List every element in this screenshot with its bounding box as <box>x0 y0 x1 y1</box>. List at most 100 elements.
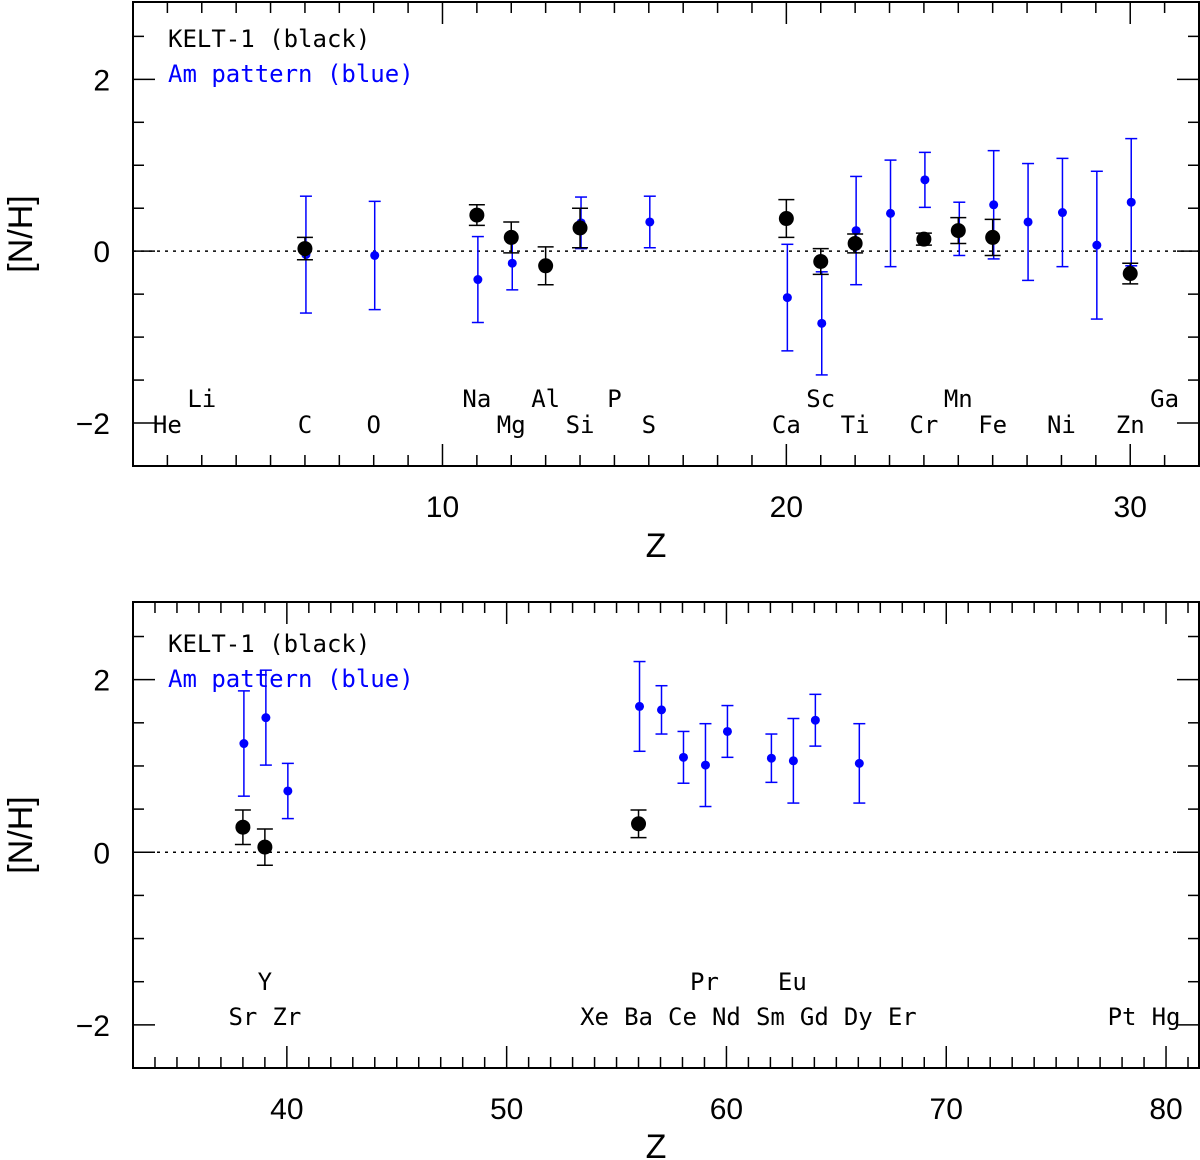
top-panel: 10 20 30 −2 0 2 Z [N/H] KELT-1 (black) Am pattern… <box>2 1 1200 565</box>
element-label: C <box>298 411 312 439</box>
kelt-data-point <box>813 253 829 269</box>
element-label: Ce <box>668 1003 697 1031</box>
x-tick-label: 20 <box>770 491 803 524</box>
x-tick-label: 10 <box>426 491 459 524</box>
element-label: Ca <box>772 411 801 439</box>
element-label: Eu <box>778 968 807 996</box>
kelt-data-point <box>985 229 1001 245</box>
kelt-data-point <box>572 220 588 236</box>
element-label: Na <box>462 385 491 413</box>
element-label: Y <box>258 968 273 996</box>
x-tick-label: 60 <box>710 1093 743 1126</box>
am-data-point <box>261 713 271 723</box>
kelt-data-point <box>503 229 519 245</box>
y-tick-label: −2 <box>76 408 110 441</box>
am-data-point <box>678 752 688 762</box>
am-data-point <box>283 786 293 796</box>
element-label: Xe <box>580 1003 609 1031</box>
legend-entry: KELT-1 (black) <box>168 25 370 53</box>
x-tick-label: 30 <box>1114 491 1147 524</box>
element-label: P <box>607 385 621 413</box>
am-data-point <box>920 175 930 185</box>
am-data-point <box>766 753 776 763</box>
am-data-point <box>886 208 896 218</box>
am-data-point <box>635 701 645 711</box>
y-tick-label: 0 <box>93 837 110 870</box>
x-tick-label: 50 <box>490 1093 523 1126</box>
element-label: Zn <box>1116 411 1145 439</box>
element-label: Dy <box>844 1003 873 1031</box>
element-label: Gd <box>800 1003 829 1031</box>
am-data-point <box>1126 197 1136 207</box>
y-tick-label: 0 <box>93 236 110 269</box>
am-data-point <box>700 760 710 770</box>
am-data-point <box>851 226 861 236</box>
legend-entry: Am pattern (blue) <box>168 665 414 693</box>
y-axis-label: [N/H] <box>2 796 40 873</box>
element-label: Sm <box>756 1003 785 1031</box>
am-data-point <box>854 758 864 768</box>
x-axis-label: Z <box>646 527 667 565</box>
am-data-point <box>817 318 827 328</box>
legend-entry: Am pattern (blue) <box>168 60 414 88</box>
element-label: S <box>642 411 656 439</box>
y-tick-label: −2 <box>76 1010 110 1043</box>
bottom-panel: 40 50 60 70 80 −2 0 2 Z [N/H] KELT-1 (black) Am pat… <box>2 601 1200 1160</box>
kelt-data-point <box>631 816 647 832</box>
element-label: Er <box>888 1003 917 1031</box>
am-data-point <box>645 217 655 227</box>
am-data-point <box>1092 240 1102 250</box>
element-label: Fe <box>978 411 1007 439</box>
am-data-point <box>1023 217 1033 227</box>
plot-frame <box>132 1 1200 467</box>
element-label: Ba <box>624 1003 653 1031</box>
am-data-point <box>473 275 483 285</box>
kelt-data-point <box>778 211 794 227</box>
kelt-data-point <box>950 223 966 239</box>
kelt-data-point <box>1122 266 1138 282</box>
am-data-point <box>657 705 667 715</box>
kelt-data-point <box>297 241 313 257</box>
y-axis-label: [N/H] <box>2 195 40 272</box>
kelt-data-point <box>538 258 554 274</box>
element-label: Pr <box>690 968 719 996</box>
element-label: Cr <box>909 411 938 439</box>
kelt-data-point <box>469 207 485 223</box>
x-tick-label: 70 <box>930 1093 963 1126</box>
element-label: Si <box>566 411 595 439</box>
am-data-point <box>239 739 249 749</box>
element-label: He <box>153 411 182 439</box>
y-tick-label: 2 <box>93 64 110 97</box>
element-label: Sc <box>806 385 835 413</box>
kelt-data-point <box>916 231 932 247</box>
element-label: Ga <box>1150 385 1179 413</box>
element-label: Hg <box>1152 1003 1181 1031</box>
kelt-data-point <box>235 819 251 835</box>
am-data-point <box>810 715 820 725</box>
element-label: Nd <box>712 1003 741 1031</box>
am-data-point <box>788 756 798 766</box>
element-label: Pt <box>1108 1003 1137 1031</box>
x-tick-label: 40 <box>270 1093 303 1126</box>
element-label: Mg <box>497 411 526 439</box>
element-label: Ti <box>841 411 870 439</box>
am-data-point <box>782 293 792 303</box>
element-label: O <box>366 411 380 439</box>
am-data-point <box>722 726 732 736</box>
legend-entry: KELT-1 (black) <box>168 630 370 658</box>
element-label: Ni <box>1047 411 1076 439</box>
am-data-point <box>1057 208 1067 218</box>
kelt-data-point <box>847 235 863 251</box>
y-tick-label: 2 <box>93 665 110 698</box>
am-data-point <box>507 258 517 268</box>
kelt-data-point <box>257 839 273 855</box>
am-data-point <box>989 200 999 210</box>
plot-frame <box>132 601 1200 1069</box>
element-label: Al <box>531 385 560 413</box>
element-label: Zr <box>272 1003 301 1031</box>
x-tick-label: 80 <box>1149 1093 1182 1126</box>
am-data-point <box>370 250 380 260</box>
x-axis-label: Z <box>646 1128 667 1160</box>
element-label: Mn <box>944 385 973 413</box>
